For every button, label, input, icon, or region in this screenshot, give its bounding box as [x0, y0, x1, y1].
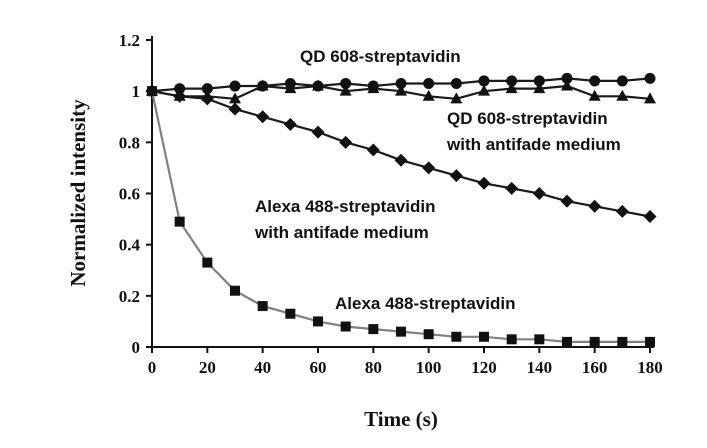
- y-axis-title: Normalized intensity: [66, 99, 90, 287]
- series-triangle: [146, 79, 656, 104]
- x-tick-label: 0: [148, 358, 157, 377]
- data-point-triangle: [256, 79, 269, 91]
- data-point-triangle: [533, 82, 546, 94]
- x-tick-label: 60: [310, 358, 327, 377]
- data-point-circle: [423, 77, 435, 89]
- data-point-triangle: [229, 92, 241, 104]
- data-point-square: [147, 86, 157, 97]
- data-point-diamond: [643, 210, 657, 224]
- data-point-diamond: [394, 153, 408, 167]
- data-point-square: [589, 336, 600, 347]
- data-point-circle: [506, 75, 518, 87]
- data-point-circle: [201, 83, 213, 95]
- annotation-alexa-antifade-line1: Alexa 488-streptavidin: [255, 197, 435, 216]
- data-point-diamond: [588, 199, 602, 213]
- data-point-square: [396, 326, 406, 337]
- data-point-diamond: [339, 135, 353, 149]
- data-point-diamond: [532, 187, 546, 200]
- y-tick-label: 1: [132, 82, 141, 101]
- data-point-square: [285, 308, 296, 319]
- data-point-triangle: [644, 92, 656, 104]
- series-square: [147, 86, 655, 347]
- x-tick-label: 160: [582, 358, 608, 377]
- data-point-circle: [561, 72, 573, 84]
- y-tick-label: 0.4: [119, 236, 141, 255]
- series-diamond: [145, 84, 657, 224]
- data-point-square: [423, 329, 434, 340]
- annotation-alexa-antifade-line2: with antifade medium: [254, 223, 429, 242]
- data-point-triangle: [422, 89, 435, 101]
- annotations: QD 608-streptavidin QD 608-streptavidin …: [254, 47, 621, 313]
- y-tick-label: 1.2: [119, 31, 140, 50]
- data-point-triangle: [339, 84, 352, 96]
- data-point-square: [617, 336, 628, 347]
- data-point-circle: [450, 77, 462, 89]
- data-point-diamond: [560, 194, 574, 208]
- data-point-square: [451, 331, 462, 342]
- y-tick-label: 0.8: [119, 133, 140, 152]
- data-point-diamond: [173, 89, 187, 103]
- x-tick-label: 180: [637, 358, 663, 377]
- data-point-diamond: [477, 176, 491, 190]
- data-point-square: [562, 336, 572, 347]
- data-point-diamond: [422, 161, 436, 175]
- data-point-diamond: [200, 92, 214, 106]
- data-point-triangle: [616, 89, 629, 101]
- data-point-triangle: [561, 79, 573, 91]
- y-tick-label: 0.2: [119, 287, 140, 306]
- data-point-square: [257, 301, 268, 312]
- data-point-square: [174, 216, 185, 227]
- data-point-diamond: [615, 204, 629, 218]
- x-tick-label: 80: [365, 358, 382, 377]
- data-point-diamond: [449, 169, 463, 183]
- y-tick-label: 0: [132, 338, 141, 357]
- annotation-qd-plain: QD 608-streptavidin: [300, 47, 461, 66]
- data-point-circle: [174, 83, 186, 95]
- annotation-qd-antifade-line1: QD 608-streptavidin: [447, 109, 608, 128]
- data-point-diamond: [366, 143, 380, 157]
- data-point-square: [340, 321, 351, 332]
- data-point-triangle: [312, 79, 324, 91]
- data-point-square: [368, 324, 379, 335]
- data-point-square: [202, 257, 213, 268]
- x-tick-label: 100: [416, 358, 442, 377]
- data-point-circle: [478, 75, 490, 87]
- annotation-qd-antifade-line2: with antifade medium: [446, 135, 621, 154]
- x-tick-label: 20: [199, 358, 216, 377]
- data-point-diamond: [505, 181, 519, 195]
- data-point-circle: [616, 75, 628, 87]
- y-tick-label: 0.6: [119, 185, 140, 204]
- axes: 0 0.2 0.4 0.6 0.8 1 1.2 0 20 40 60 80 100 120 140 160 18…: [119, 31, 663, 377]
- data-point-triangle: [588, 89, 601, 101]
- x-axis-title: Time (s): [364, 407, 438, 431]
- data-point-diamond: [228, 102, 242, 116]
- x-tick-label: 40: [254, 358, 271, 377]
- x-tick-label: 120: [471, 358, 497, 377]
- data-point-square: [534, 334, 545, 345]
- data-point-triangle: [505, 82, 518, 94]
- data-point-circle: [533, 75, 545, 87]
- x-tick-label: 140: [527, 358, 553, 377]
- data-point-diamond: [256, 110, 270, 124]
- data-point-circle: [395, 77, 407, 89]
- data-point-square: [313, 316, 323, 327]
- data-point-circle: [589, 75, 601, 87]
- data-point-square: [506, 334, 517, 345]
- data-point-square: [479, 331, 489, 342]
- data-point-triangle: [478, 84, 490, 96]
- data-point-circle: [340, 77, 352, 89]
- annotation-alexa-plain: Alexa 488-streptavidin: [335, 294, 515, 313]
- data-point-circle: [644, 72, 656, 84]
- series-layer: [145, 72, 657, 347]
- data-point-diamond: [311, 125, 325, 139]
- data-point-triangle: [450, 92, 463, 104]
- data-point-triangle: [284, 82, 297, 94]
- data-point-triangle: [395, 84, 407, 96]
- data-point-triangle: [367, 82, 380, 94]
- data-point-square: [230, 285, 240, 296]
- data-point-diamond: [283, 117, 297, 131]
- data-point-square: [645, 336, 655, 347]
- data-point-circle: [229, 80, 241, 92]
